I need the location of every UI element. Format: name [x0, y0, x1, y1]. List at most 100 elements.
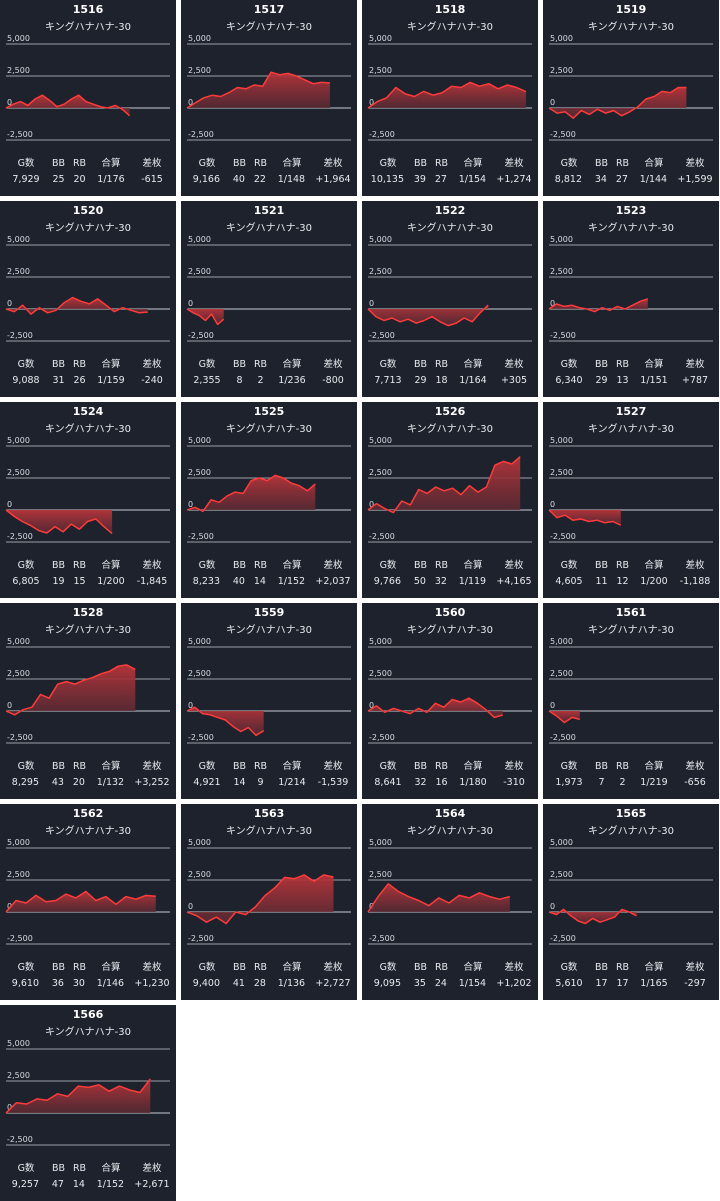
payout-line: [548, 298, 649, 313]
payout-chart: 5,000 2,500 0 -2,500: [548, 637, 713, 744]
stat-value-rb: 28: [253, 978, 266, 989]
stats-value-row: 1,973 7 2 1/219 -656: [543, 775, 719, 791]
machine-card[interactable]: 1564 キングハナハナ-30 5,000 2,500 0 -2,500 G数 BB RB 合算差…: [362, 804, 538, 1000]
machine-name: キングハナハナ-30: [44, 22, 132, 33]
y-tick-label: 2,500: [369, 267, 392, 276]
machine-card[interactable]: 1517 キングハナハナ-30 5,000 2,500 0 -2,500 G数 BB RB 合算 差…: [181, 0, 357, 196]
stat-header-ratio: 合算: [644, 761, 664, 772]
payout-line: [5, 664, 136, 716]
stat-value-diff: +1,964: [315, 174, 351, 185]
stat-value-diff: +2,037: [315, 576, 351, 587]
machine-name: キングハナハナ-30: [587, 424, 675, 435]
payout-line: [548, 908, 637, 925]
stat-value-bb: 41: [232, 978, 245, 989]
y-tick-label: 0: [7, 98, 12, 107]
stat-header-games: G数: [198, 962, 216, 973]
y-tick-label: 5,000: [550, 637, 573, 646]
machine-card[interactable]: 1522 キングハナハナ-30 5,000 2,500 0 -2,500 G数 BB RB 合算 差…: [362, 201, 538, 397]
stat-value-rb: 20: [73, 174, 86, 185]
y-tick-label: 2,500: [7, 870, 30, 879]
payout-chart: 5,000 2,500 0 -2,500: [5, 34, 170, 141]
payout-area: [6, 510, 113, 534]
stats-header-row: G数 BB RB 合算 差枚: [0, 357, 176, 373]
y-tick-label: -2,500: [550, 532, 576, 541]
y-tick-label: -2,500: [369, 130, 395, 139]
machine-card[interactable]: 1526 キングハナハナ-30 5,000 2,500 0 -2,500 G数 BB RB 合算 差…: [362, 402, 538, 598]
y-tick-label: -2,500: [550, 331, 576, 340]
machine-card[interactable]: 1518 キングハナハナ-30 5,000 2,500 0 -2,500 G数 BB RB 合算 差…: [362, 0, 538, 196]
stat-value-diff: +4,165: [496, 576, 532, 587]
stat-value-ratio: 1/151: [640, 375, 668, 386]
machine-card[interactable]: 1525 キングハナハナ-30 5,000 2,500 0 -2,500 G数 BB RB 合算 差…: [181, 402, 357, 598]
stat-value-ratio: 1/144: [639, 174, 668, 185]
stat-header-diff: 差枚: [142, 359, 162, 370]
stat-header-bb: BB: [594, 962, 609, 973]
y-tick-label: 0: [550, 701, 555, 710]
machine-card[interactable]: 1563 キングハナハナ-30 5,000 2,500 0 -2,500 G数 BB RB 合算 差…: [181, 804, 357, 1000]
stats-table: G数 BB RB 合算 差枚 8,233 40 14 1/152 +2,037: [181, 558, 357, 590]
stat-value-bb: 7: [598, 777, 605, 788]
y-tick-label: 2,500: [369, 66, 392, 75]
y-tick-label: 5,000: [369, 235, 392, 244]
y-tick-label: 2,500: [188, 669, 211, 678]
y-tick-label: 0: [369, 500, 374, 509]
machine-card[interactable]: 1562 キングハナハナ-30 5,000 2,500 0 -2,500 G数 BB RB 合算 差…: [0, 804, 176, 1000]
stat-header-bb: BB: [232, 761, 247, 772]
stats-value-row: 9,095 35 24 1/154 +1,202: [362, 976, 538, 992]
machine-card[interactable]: 1521 キングハナハナ-30 5,000 2,500 0 -2,500 G数 BB RB 合算 差…: [181, 201, 357, 397]
y-tick-label: -2,500: [7, 532, 33, 541]
payout-area: [187, 874, 334, 924]
payout-area: [368, 698, 503, 718]
payout-chart: 5,000 2,500 0 -2,500: [367, 436, 532, 543]
stat-value-rb: 13: [616, 375, 629, 386]
machine-card[interactable]: 1523 キングハナハナ-30 5,000 2,500 0 -2,500 G数 BB RB 合算 差…: [543, 201, 719, 397]
payout-area: [6, 1078, 151, 1113]
stats-header-row: G数 BB RB 合算 差枚: [181, 558, 357, 574]
y-tick-label: 2,500: [188, 267, 211, 276]
stats-header-row: G数 BB RB 合算 差枚: [362, 156, 538, 172]
y-tick-label: -2,500: [7, 934, 33, 943]
stat-header-bb: BB: [51, 1163, 66, 1174]
stat-header-games: G数: [560, 359, 578, 370]
payout-area: [6, 891, 156, 912]
machine-name: キングハナハナ-30: [44, 424, 132, 435]
stat-value-games: 9,095: [373, 978, 401, 989]
machine-card[interactable]: 1527 キングハナハナ-30 5,000 2,500 0 -2,500 G数 BB RB 合算 差…: [543, 402, 719, 598]
stat-header-ratio: 合算: [463, 158, 483, 169]
stat-value-rb: 2: [257, 375, 264, 386]
stat-value-rb: 9: [257, 777, 264, 788]
y-tick-label: 5,000: [7, 637, 30, 646]
machine-card[interactable]: 1561 キングハナハナ-30 5,000 2,500 0 -2,500 G数 BB RB 合算 差…: [543, 603, 719, 799]
machine-card[interactable]: 1524 キングハナハナ-30 5,000 2,500 0 -2,500 G数 BB RB 合算 差…: [0, 402, 176, 598]
y-tick-label: 0: [188, 98, 193, 107]
stat-header-diff: 差枚: [685, 158, 705, 169]
payout-area: [549, 711, 580, 723]
stat-value-rb: 12: [616, 576, 629, 587]
stats-table: G数 BB RB 合算 差枚 7,713 29 18 1/164 +305: [362, 357, 538, 389]
y-tick-label: -2,500: [369, 733, 395, 742]
machine-card[interactable]: 1560 キングハナハナ-30 5,000 2,500 0 -2,500 G数 BB RB 合算 差…: [362, 603, 538, 799]
machine-card[interactable]: 1559 キングハナハナ-30 5,000 2,500 0 -2,500 G数 BB RB 合算 差…: [181, 603, 357, 799]
stat-header-ratio: 合算: [101, 359, 121, 370]
stat-value-diff: -1,845: [136, 576, 168, 587]
y-tick-label: 0: [369, 98, 374, 107]
machine-card[interactable]: 1516 キングハナハナ-30 5,000 2,500 0 -2,500 G数 BB RB 合算 差…: [0, 0, 176, 196]
stat-header-games: G数: [17, 1163, 35, 1174]
stat-header-rb: RB: [253, 560, 268, 571]
stat-value-diff: -656: [684, 777, 706, 788]
machine-card[interactable]: 1528 キングハナハナ-30 5,000 2,500 0 -2,500 G数 BB RB 合算 差…: [0, 603, 176, 799]
y-tick-label: 5,000: [550, 34, 573, 43]
stats-table: G数 BB RB 合算 差枚 8,812 34 27 1/144 +1,599: [543, 156, 719, 188]
stat-header-games: G数: [379, 158, 397, 169]
stat-header-rb: RB: [615, 359, 630, 370]
machine-card[interactable]: 1520 キングハナハナ-30 5,000 2,500 0 -2,500 G数 BB RB 合算 差…: [0, 201, 176, 397]
machine-card[interactable]: 1519 キングハナハナ-30 5,000 2,500 0 -2,500 G数 BB RB 合算 差…: [543, 0, 719, 196]
stat-value-ratio: 1/154: [458, 174, 487, 185]
y-tick-label: 0: [550, 98, 555, 107]
y-tick-label: 5,000: [369, 436, 392, 445]
payout-line: [5, 1078, 151, 1114]
y-tick-label: 5,000: [369, 34, 392, 43]
machine-card[interactable]: 1566 キングハナハナ-30 5,000 2,500 0 -2,500 G数 BB RB 合算 差…: [0, 1005, 176, 1201]
payout-area: [187, 707, 264, 736]
machine-card[interactable]: 1565 キングハナハナ-30 5,000 2,500 0 -2,500 G数 BB RB 合算 差…: [543, 804, 719, 1000]
